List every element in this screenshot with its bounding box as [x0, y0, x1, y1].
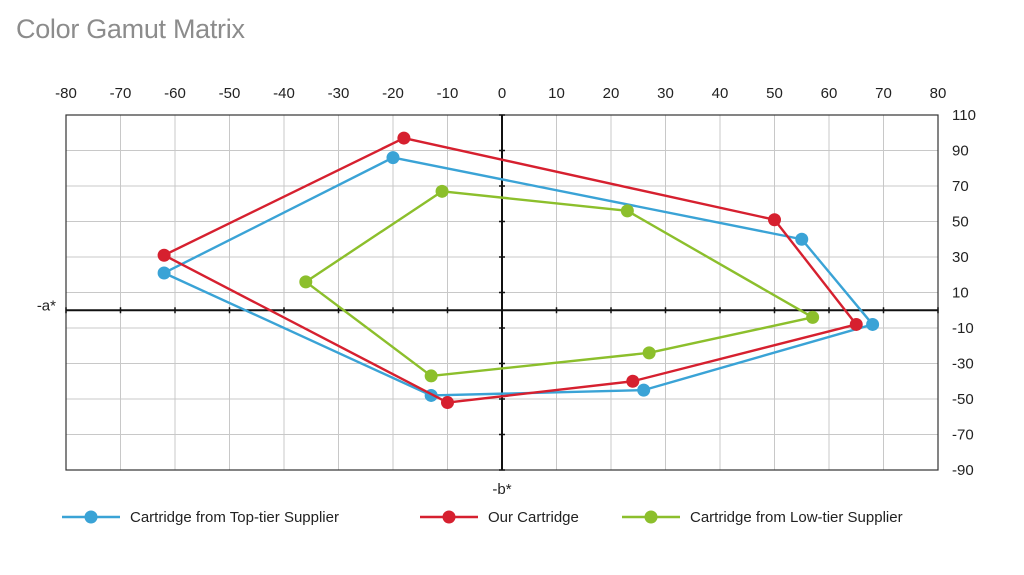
legend-swatch-marker: [84, 510, 98, 524]
data-point: [441, 396, 454, 410]
series-2: [157, 131, 863, 410]
data-point: [157, 266, 171, 280]
series-line: [162, 136, 858, 404]
y-tick-label: 90: [952, 143, 969, 160]
data-point: [849, 317, 863, 331]
tick-labels: -80 -70 -60 -50 -40 -30 -20 -10 0 10 20 30 40 50 60 70 8…: [37, 85, 976, 498]
y-tick-label: 10: [952, 285, 969, 302]
x-tick-label: -10: [437, 85, 459, 102]
data-point: [620, 204, 634, 218]
x-tick-label: 40: [712, 85, 729, 102]
x-tick-label: -80: [55, 85, 77, 102]
x-tick-label: -30: [328, 85, 350, 102]
axes: [65, 114, 939, 471]
y-tick-label: -90: [952, 462, 974, 479]
data-point: [637, 383, 651, 397]
x-tick-label: 70: [875, 85, 892, 102]
legend-item-2: Our Cartridge: [420, 509, 579, 526]
x-tick-label: -50: [219, 85, 241, 102]
y-tick-label: 30: [952, 249, 969, 266]
series-line: [304, 190, 814, 378]
legend-swatch-marker: [644, 510, 658, 524]
legend-item-1: Cartridge from Top-tier Supplier: [62, 509, 339, 526]
legend-label: Cartridge from Low-tier Supplier: [690, 509, 903, 526]
data-point: [642, 346, 656, 360]
x-tick-label: -40: [273, 85, 295, 102]
x-tick-label: -20: [382, 85, 404, 102]
x-tick-label: 20: [603, 85, 620, 102]
x-axis-label: -b*: [492, 481, 511, 498]
x-tick-label: 30: [657, 85, 674, 102]
x-tick-label: 60: [821, 85, 838, 102]
x-tick-label: -60: [164, 85, 186, 102]
x-tick-label: 10: [548, 85, 565, 102]
series-layer: [157, 131, 880, 410]
legend-item-3: Cartridge from Low-tier Supplier: [622, 509, 903, 526]
legend-label: Our Cartridge: [488, 509, 579, 526]
legend: Cartridge from Top-tier Supplier Our Cart…: [62, 509, 903, 526]
data-point: [806, 310, 820, 324]
data-point: [626, 374, 640, 388]
data-point: [424, 369, 438, 383]
y-tick-label: -50: [952, 391, 974, 408]
y-tick-label: 70: [952, 178, 969, 195]
data-point: [386, 151, 400, 165]
y-tick-label: 110: [952, 107, 976, 124]
data-point: [866, 317, 880, 331]
y-tick-label: -30: [952, 356, 974, 373]
x-tick-label: -70: [110, 85, 132, 102]
data-point: [795, 232, 809, 246]
series-1: [157, 151, 880, 402]
data-point: [435, 184, 449, 198]
legend-label: Cartridge from Top-tier Supplier: [130, 509, 339, 526]
y-tick-label: -70: [952, 427, 974, 444]
data-point: [299, 275, 313, 289]
data-point: [397, 131, 411, 145]
chart-title: Color Gamut Matrix: [16, 14, 245, 44]
series-line: [162, 156, 874, 397]
data-point: [768, 213, 781, 227]
y-axis-label: -a*: [37, 297, 56, 314]
data-point: [157, 248, 171, 262]
series-3: [299, 184, 820, 383]
legend-swatch-marker: [442, 510, 456, 524]
x-tick-label: 50: [766, 85, 783, 102]
y-tick-label: 50: [952, 214, 969, 231]
x-tick-label: 80: [930, 85, 947, 102]
x-tick-label: 0: [498, 85, 506, 102]
y-tick-label: -10: [952, 320, 974, 337]
